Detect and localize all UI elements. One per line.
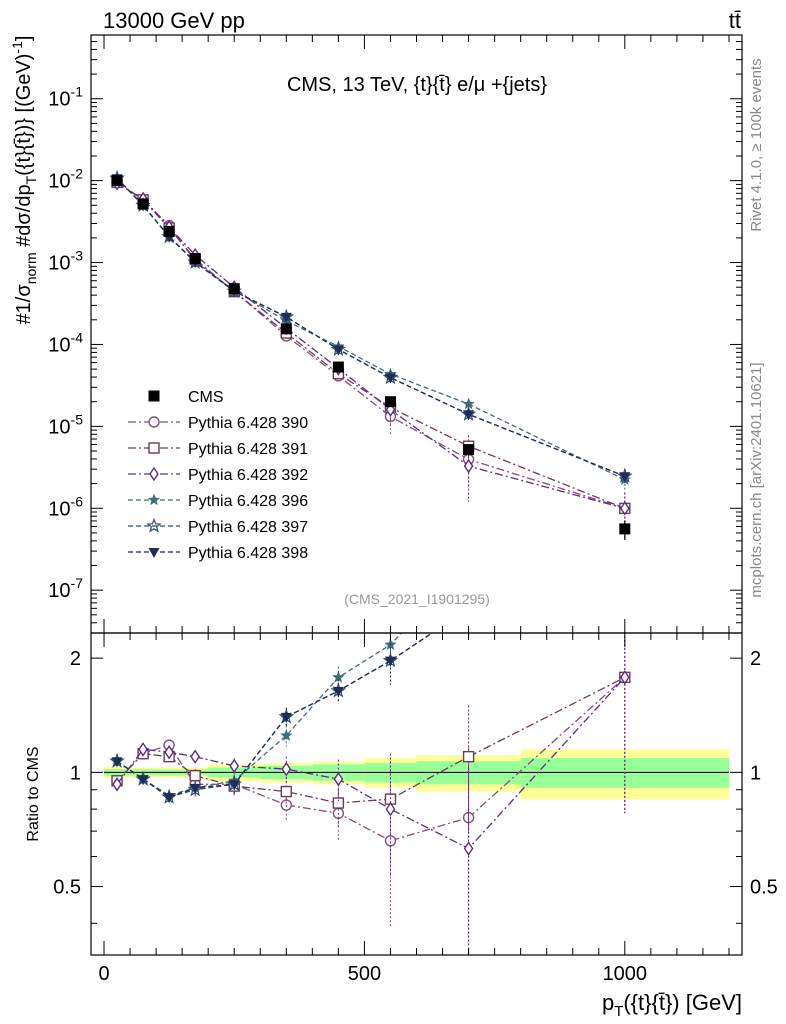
- ratio-line-p390: [116, 676, 626, 842]
- legend-label-p398: Pythia 6.428 398: [188, 545, 308, 562]
- legend: CMS Pythia 6.428 390 Pythia 6.428 391 Pythi…: [128, 389, 308, 562]
- main-point-p392: [463, 458, 474, 474]
- legend-label-p391: Pythia 6.428 391: [188, 441, 308, 458]
- ratio-point-p398: [228, 780, 240, 791]
- legend-label-p396: Pythia 6.428 396: [188, 493, 308, 510]
- main-y-tick-label: 10-6: [48, 493, 83, 520]
- main-line-p391: [116, 181, 626, 510]
- main-point-p398: [280, 312, 292, 323]
- cms-point: [137, 198, 149, 210]
- legend-marker-p398: [148, 548, 160, 558]
- ratio-point-p391: [462, 750, 475, 763]
- cms-point: [384, 396, 396, 408]
- ratio-line-p391: [116, 676, 626, 804]
- ratio-point-p398: [111, 757, 123, 768]
- main-point-p396: [462, 397, 475, 410]
- ratio-point-p392: [138, 742, 148, 757]
- ratio-point-p398: [280, 712, 292, 723]
- ratio-y-tick-label-right: 2: [750, 648, 761, 670]
- legend-marker-p390: [148, 416, 160, 428]
- ratio-point-p391: [189, 769, 201, 782]
- x-axis-label: pT({t}{t̄}) [GeV]: [602, 990, 742, 1020]
- legend-marker-p392: [149, 466, 159, 482]
- main-line-p398: [116, 177, 626, 477]
- main-y-axis-label: #1/σnorm #dσ/dpT({t}{t̄})} [(GeV)-1]: [9, 36, 39, 325]
- ratio-y-tick-label-left: 0.5: [53, 877, 81, 899]
- x-tick-label: 500: [348, 963, 381, 985]
- ratio-point-p392: [190, 749, 201, 764]
- header-left: 13000 GeV pp: [103, 8, 245, 33]
- main-frame: [90, 34, 743, 634]
- ratio-y-axis-label: Ratio to CMS: [25, 746, 42, 841]
- ratio-point-p392: [463, 841, 474, 856]
- ratio-point-p392: [385, 801, 396, 817]
- main-y-tick-label: 10-5: [48, 411, 83, 438]
- ratio-point-p392: [164, 744, 174, 760]
- ratio-point-p396: [332, 670, 345, 683]
- ratio-line-p392: [116, 676, 626, 850]
- cms-point: [111, 175, 123, 187]
- main-line-p390: [116, 181, 625, 510]
- main-point-p392: [619, 501, 630, 516]
- main-y-tick-label: 10-2: [48, 166, 83, 193]
- analysis-tag: (CMS_2021_I1901295): [344, 591, 490, 607]
- ratio-point-p398: [137, 775, 149, 786]
- ratio-y-tick-label-right: 1: [750, 762, 761, 784]
- main-y-tick-label: 10-1: [48, 84, 83, 111]
- main-title: CMS, 13 TeV, {t}{t̄} e/μ +{jets}: [287, 74, 547, 96]
- ratio-line-p398: [116, 633, 434, 798]
- cms-point: [189, 253, 201, 265]
- ratio-point-p398: [332, 686, 344, 697]
- main-point-p398: [463, 410, 475, 421]
- main-point-p398: [619, 472, 631, 483]
- x-tick-label: 1000: [603, 963, 648, 985]
- legend-marker-p397: [146, 517, 162, 533]
- legend-label-cms: CMS: [188, 389, 224, 406]
- cms-point: [332, 361, 344, 373]
- legend-marker-p391: [148, 442, 160, 454]
- ratio-point-p398: [189, 783, 201, 794]
- main-series-group: [109, 170, 633, 540]
- ratio-point-p398: [163, 793, 175, 804]
- ratio-point-p391: [332, 797, 345, 809]
- main-line-p392: [116, 182, 625, 510]
- ratio-point-p390: [280, 799, 292, 811]
- legend-label-p392: Pythia 6.428 392: [188, 467, 308, 484]
- main-line-p396: [116, 177, 626, 481]
- ratio-y-tick-label-left: 1: [70, 762, 81, 784]
- cms-point: [228, 283, 240, 295]
- ratio-line-p396: [116, 633, 403, 797]
- legend-marker-p396: [147, 493, 161, 506]
- main-point-p398: [332, 345, 344, 356]
- main-y-tick-label: 10-4: [48, 329, 83, 356]
- ratio-point-p392: [333, 771, 344, 787]
- main-y-tick-label: 10-7: [48, 575, 83, 602]
- cms-point: [463, 444, 475, 456]
- main-y-tick-label: 10-3: [48, 248, 83, 275]
- ratio-point-p392: [281, 761, 292, 777]
- ratio-series-group: [109, 555, 631, 955]
- legend-label-p397: Pythia 6.428 397: [188, 519, 308, 536]
- legend-marker-cms: [148, 390, 160, 402]
- cms-point: [163, 225, 175, 237]
- legend-label-p390: Pythia 6.428 390: [188, 415, 308, 432]
- cms-point: [280, 323, 292, 335]
- x-tick-label: 0: [98, 963, 109, 985]
- main-point-p398: [384, 373, 396, 384]
- mcplots-label: mcplots.cern.ch [arXiv:2401.10621]: [748, 362, 765, 597]
- ratio-y-tick-label-right: 0.5: [750, 877, 778, 899]
- ratio-point-p398: [384, 656, 396, 667]
- ratio-y-tick-label-left: 2: [70, 648, 81, 670]
- rivet-label: Rivet 4.1.0, ≥ 100k events: [748, 58, 765, 231]
- ratio-point-p396: [462, 555, 474, 567]
- ratio-point-p392: [229, 758, 240, 774]
- ratio-point-p396: [280, 729, 293, 741]
- ratio-point-p392: [619, 670, 630, 685]
- ratio-point-p391: [280, 785, 292, 798]
- ratio-point-p392: [112, 777, 122, 792]
- header-right: tt̄: [729, 8, 741, 33]
- axes-group: 10-7 10-6 10-5 10-4 10-3 10-2 10-1 0.5 0.5 1 1 2 2 0 5…: [48, 34, 778, 985]
- cms-point: [619, 523, 631, 535]
